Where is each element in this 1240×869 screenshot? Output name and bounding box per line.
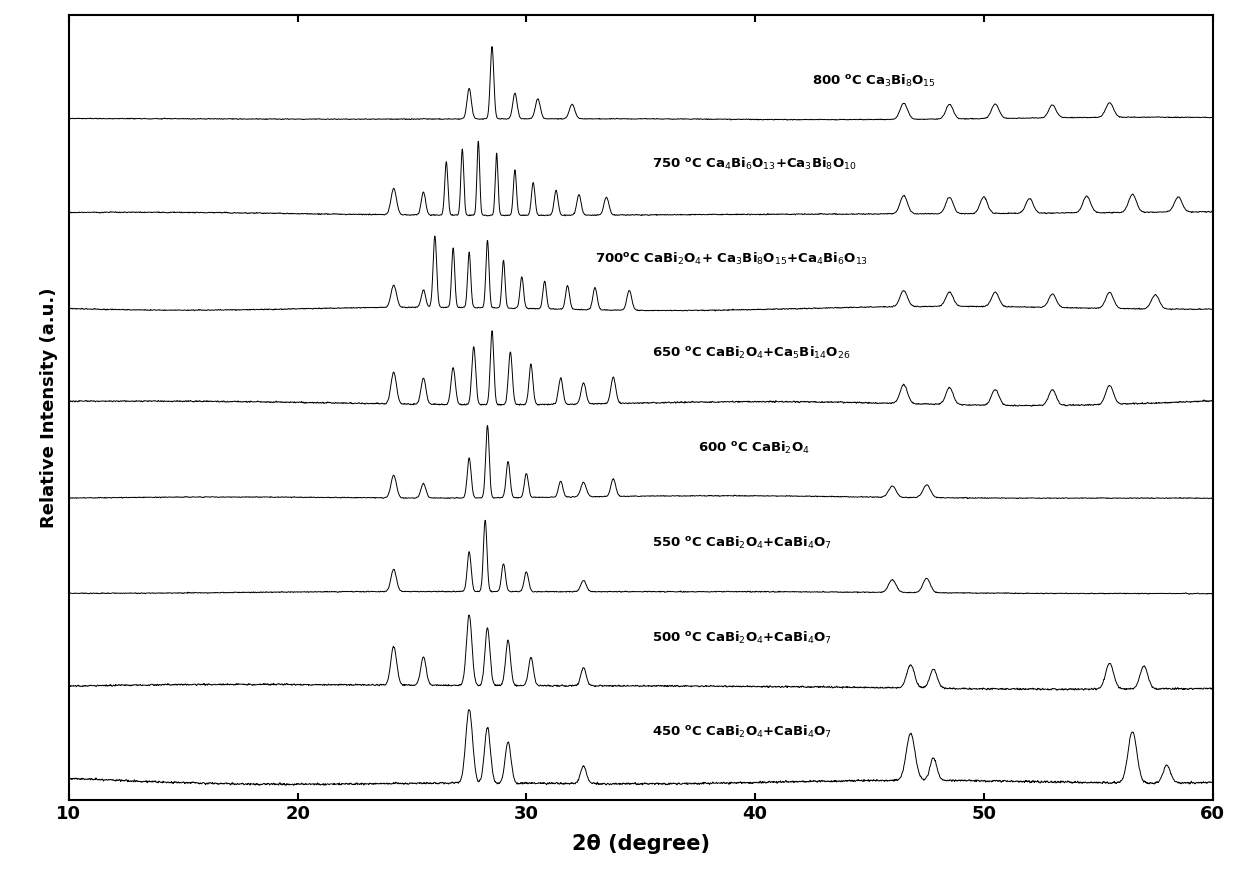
Text: 600 $\mathbf{^{o}}$C CaBi$_{2}$O$_{4}$: 600 $\mathbf{^{o}}$C CaBi$_{2}$O$_{4}$ bbox=[698, 440, 810, 456]
Text: 450 $\mathbf{^{o}}$C CaBi$_{2}$O$_{4}$+CaBi$_{4}$O$_{7}$: 450 $\mathbf{^{o}}$C CaBi$_{2}$O$_{4}$+C… bbox=[652, 724, 832, 740]
Text: 500 $\mathbf{^{o}}$C CaBi$_{2}$O$_{4}$+CaBi$_{4}$O$_{7}$: 500 $\mathbf{^{o}}$C CaBi$_{2}$O$_{4}$+C… bbox=[652, 629, 832, 646]
Text: 700$\mathbf{^{o}}$C CaBi$_{2}$O$_{4}$+ Ca$_{3}$Bi$_{8}$O$_{15}$+Ca$_{4}$Bi$_{6}$: 700$\mathbf{^{o}}$C CaBi$_{2}$O$_{4}$+ C… bbox=[595, 250, 868, 267]
Y-axis label: Relative Intensity (a.u.): Relative Intensity (a.u.) bbox=[40, 288, 58, 527]
Text: 550 $\mathbf{^{o}}$C CaBi$_{2}$O$_{4}$+CaBi$_{4}$O$_{7}$: 550 $\mathbf{^{o}}$C CaBi$_{2}$O$_{4}$+C… bbox=[652, 534, 832, 551]
Text: 800 $\mathbf{^{o}}$C Ca$_{3}$Bi$_{8}$O$_{15}$: 800 $\mathbf{^{o}}$C Ca$_{3}$Bi$_{8}$O$_… bbox=[812, 73, 936, 89]
X-axis label: 2θ (degree): 2θ (degree) bbox=[572, 834, 709, 854]
Text: 650 $\mathbf{^{o}}$C CaBi$_{2}$O$_{4}$+Ca$_{5}$Bi$_{14}$O$_{26}$: 650 $\mathbf{^{o}}$C CaBi$_{2}$O$_{4}$+C… bbox=[652, 345, 851, 362]
Text: 750 $\mathbf{^{o}}$C Ca$_{4}$Bi$_{6}$O$_{13}$+Ca$_{3}$Bi$_{8}$O$_{10}$: 750 $\mathbf{^{o}}$C Ca$_{4}$Bi$_{6}$O$_… bbox=[652, 156, 857, 172]
